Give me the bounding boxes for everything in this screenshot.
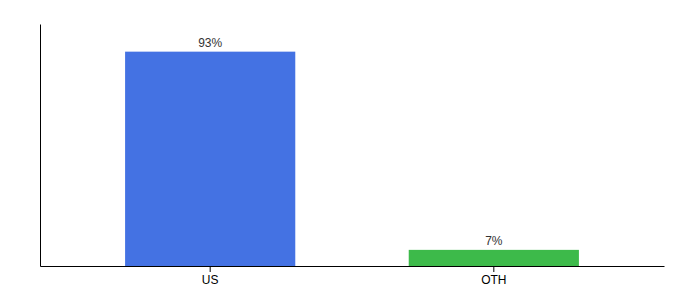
plot: US OTH 93% 7% [41,25,665,287]
data-labels: 93% 7% [198,36,503,248]
bar [409,250,579,266]
chart: US OTH 93% 7% [0,0,680,300]
x-axis-line [41,266,665,267]
data-label: 7% [485,234,503,248]
x-tick-mark [210,266,211,272]
bar [125,52,295,266]
x-tick: OTH [481,266,506,287]
y-axis [40,25,41,267]
x-tick-mark [493,266,494,272]
x-tick: US [202,266,219,287]
bars [125,52,579,266]
y-axis-line [40,25,41,267]
data-label: 93% [198,36,222,50]
x-axis: US OTH [41,266,665,287]
x-tick-label: US [202,273,219,287]
x-tick-label: OTH [481,273,506,287]
